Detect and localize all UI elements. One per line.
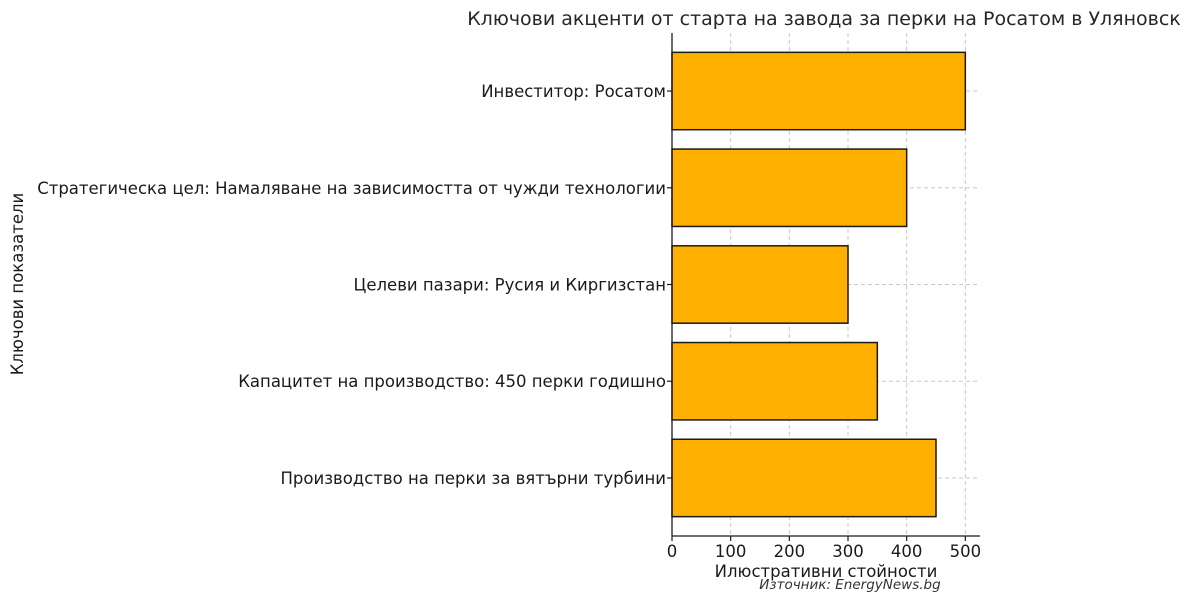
x-tick-label: 200 (774, 542, 806, 561)
x-tick-label: 100 (715, 542, 747, 561)
x-axis-label: Илюстративни стойности (715, 562, 938, 581)
bar (671, 51, 967, 131)
category-label: Инвеститор: Росатом (481, 82, 666, 101)
category-label: Целеви пазари: Русия и Киргизстан (354, 276, 666, 295)
x-tick-label: 0 (667, 542, 678, 561)
category-label: Капацитет на производство: 450 перки год… (238, 372, 666, 391)
category-label: Стратегическа цел: Намаляване на зависим… (37, 179, 666, 198)
x-ticks: 0 100 200 300 400 500 (667, 90, 982, 561)
category-labels: Производство на перки за вятърни турбини… (37, 82, 666, 488)
source-note: Източник: EnergyNews.bg (759, 577, 941, 593)
y-axis-label: Ключови показатели (8, 193, 27, 376)
bars (671, 51, 967, 518)
bar (671, 245, 849, 324)
x-tick-label: 400 (891, 542, 923, 561)
chart-title: Ключови акценти от старта на завода за п… (467, 8, 1181, 30)
x-tick-label: 300 (832, 542, 864, 561)
bar (671, 341, 879, 421)
bar (671, 438, 937, 518)
x-tick-label: 500 (950, 542, 982, 561)
bar (671, 148, 908, 228)
category-label: Производство на перки за вятърни турбини (281, 469, 666, 488)
